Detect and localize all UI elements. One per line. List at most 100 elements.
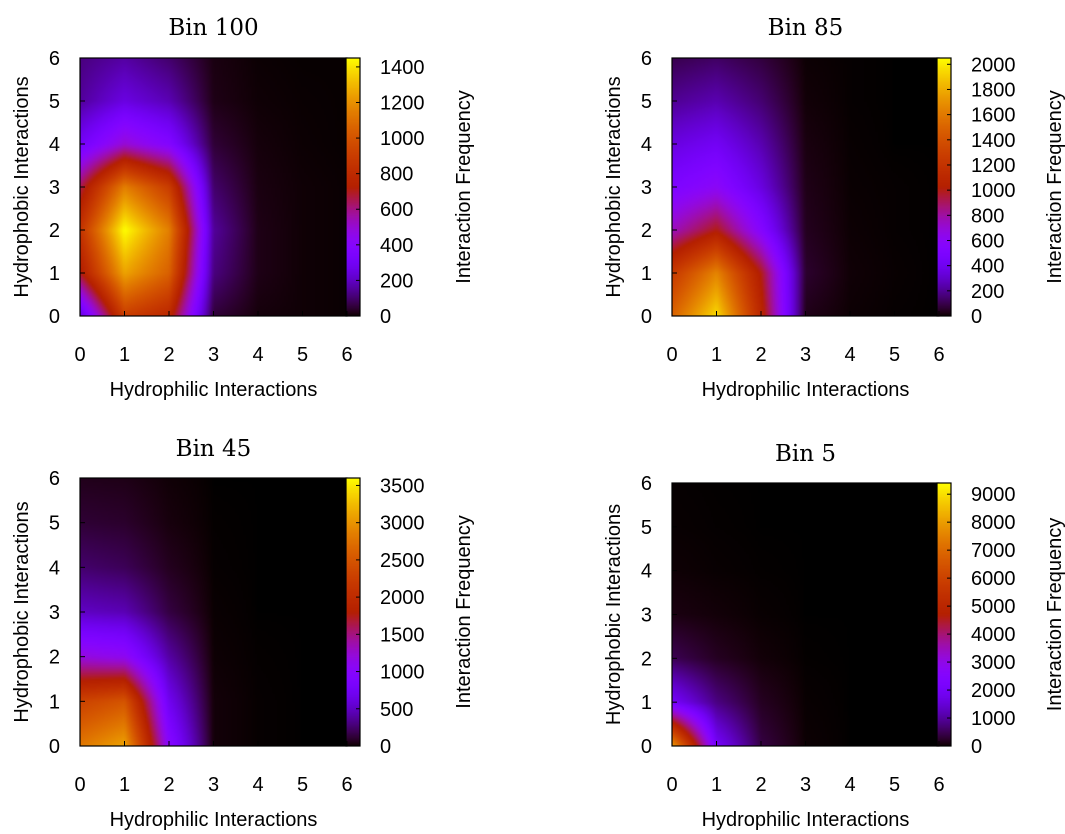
colorbar-tick-label: 4000 bbox=[971, 624, 1016, 646]
colorbar-tick-label: 2500 bbox=[380, 550, 425, 572]
colorbar bbox=[937, 483, 951, 746]
x-tick-label: 0 bbox=[666, 774, 677, 796]
colorbar-label: Interaction Frequency bbox=[453, 90, 475, 283]
x-tick-label: 6 bbox=[933, 344, 944, 366]
colorbar-tick-label: 9000 bbox=[971, 484, 1016, 506]
colorbar-tick-label: 0 bbox=[971, 306, 982, 328]
y-tick-label: 4 bbox=[641, 134, 652, 156]
y-tick-label: 4 bbox=[49, 134, 60, 156]
y-tick-label: 6 bbox=[641, 48, 652, 70]
y-tick-label: 5 bbox=[49, 91, 60, 113]
heatmap-image bbox=[80, 58, 347, 316]
colorbar bbox=[346, 58, 360, 316]
panel-title: Bin 85 bbox=[768, 15, 844, 41]
x-tick-label: 6 bbox=[933, 774, 944, 796]
y-tick-label: 2 bbox=[49, 220, 60, 242]
x-tick-label: 2 bbox=[755, 774, 766, 796]
colorbar-frame bbox=[936, 57, 952, 317]
colorbar bbox=[346, 478, 360, 746]
colorbar-tick-label: 400 bbox=[971, 256, 1004, 278]
x-tick-label: 6 bbox=[341, 774, 352, 796]
y-tick-label: 0 bbox=[641, 736, 652, 758]
colorbar-tick-label: 7000 bbox=[971, 540, 1016, 562]
colorbar-tick-label: 0 bbox=[380, 306, 391, 328]
y-tick-label: 1 bbox=[641, 692, 652, 714]
y-tick-label: 5 bbox=[641, 91, 652, 113]
y-axis-label: Hydrophobic Interactions bbox=[11, 76, 33, 297]
x-tick-label: 0 bbox=[666, 344, 677, 366]
y-tick-label: 5 bbox=[49, 513, 60, 535]
x-tick-label: 3 bbox=[800, 344, 811, 366]
colorbar-frame bbox=[936, 482, 952, 747]
colorbar-tick-label: 400 bbox=[380, 235, 413, 257]
colorbar-tick-label: 3500 bbox=[380, 475, 425, 497]
y-tick-label: 6 bbox=[49, 48, 60, 70]
y-tick-label: 2 bbox=[49, 647, 60, 669]
heatmap-image bbox=[672, 58, 939, 316]
y-tick-label: 1 bbox=[641, 263, 652, 285]
y-tick-label: 4 bbox=[641, 561, 652, 583]
x-tick-label: 2 bbox=[163, 344, 174, 366]
x-tick-label: 5 bbox=[889, 774, 900, 796]
x-tick-label: 4 bbox=[844, 344, 855, 366]
heatmap-panel-2: Bin 850200400600800100012001400160018002… bbox=[603, 15, 1065, 401]
x-tick-label: 0 bbox=[74, 344, 85, 366]
colorbar-tick-label: 0 bbox=[380, 736, 391, 758]
colorbar-frame bbox=[345, 477, 361, 747]
colorbar-tick-label: 1600 bbox=[971, 105, 1016, 127]
colorbar-tick-label: 1800 bbox=[971, 79, 1016, 101]
colorbar-tick-label: 1200 bbox=[380, 92, 425, 114]
colorbar-label: Interaction Frequency bbox=[1044, 518, 1065, 711]
colorbar-tick-label: 800 bbox=[380, 164, 413, 186]
x-tick-label: 1 bbox=[119, 344, 130, 366]
colorbar-tick-label: 800 bbox=[971, 205, 1004, 227]
y-axis-label: Hydrophobic Interactions bbox=[603, 504, 625, 725]
y-tick-label: 2 bbox=[641, 220, 652, 242]
y-tick-label: 0 bbox=[641, 306, 652, 328]
x-tick-label: 1 bbox=[711, 774, 722, 796]
y-tick-label: 3 bbox=[641, 605, 652, 627]
heatmap-panel-3: Bin 45 0 500 1000 1500 2000 2500 3000 3500 Intera… bbox=[11, 436, 475, 831]
x-axis-label: Hydrophilic Interactions bbox=[110, 809, 318, 831]
colorbar-tick-label: 3000 bbox=[380, 513, 425, 535]
y-tick-label: 3 bbox=[641, 177, 652, 199]
x-tick-label: 3 bbox=[208, 344, 219, 366]
y-tick-label: 3 bbox=[49, 602, 60, 624]
y-tick-label: 2 bbox=[641, 648, 652, 670]
y-tick-label: 4 bbox=[49, 557, 60, 579]
colorbar-tick-label: 1400 bbox=[380, 57, 425, 79]
colorbar-tick-label: 1400 bbox=[971, 130, 1016, 152]
colorbar-tick-label: 600 bbox=[971, 230, 1004, 252]
y-tick-label: 0 bbox=[49, 306, 60, 328]
y-tick-label: 6 bbox=[641, 473, 652, 495]
colorbar-tick-label: 2000 bbox=[971, 54, 1016, 76]
colorbar-tick-label: 0 bbox=[971, 736, 982, 758]
colorbar-frame bbox=[345, 57, 361, 317]
heatmap-image bbox=[672, 483, 939, 746]
colorbar-label: Interaction Frequency bbox=[453, 515, 475, 708]
y-tick-label: 0 bbox=[49, 736, 60, 758]
x-tick-label: 1 bbox=[119, 774, 130, 796]
colorbar bbox=[937, 58, 951, 316]
colorbar-tick-label: 1500 bbox=[380, 624, 425, 646]
colorbar-label: Interaction Frequency bbox=[1044, 90, 1065, 283]
panel-title: Bin 45 bbox=[176, 436, 252, 462]
colorbar-tick-label: 3000 bbox=[971, 652, 1016, 674]
x-tick-label: 4 bbox=[844, 774, 855, 796]
colorbar-tick-label: 1000 bbox=[971, 180, 1016, 202]
y-axis-label: Hydrophobic Interactions bbox=[603, 76, 625, 297]
colorbar-tick-label: 1200 bbox=[971, 155, 1016, 177]
colorbar-tick-label: 1000 bbox=[380, 662, 425, 684]
colorbar-tick-label: 2000 bbox=[971, 680, 1016, 702]
heatmap-panel-1: Bin 1000200400600800100012001400Interact… bbox=[11, 15, 475, 401]
colorbar-tick-label: 500 bbox=[380, 699, 413, 721]
x-tick-label: 6 bbox=[341, 344, 352, 366]
x-tick-label: 4 bbox=[252, 774, 263, 796]
heatmap-image bbox=[80, 478, 347, 746]
colorbar-tick-label: 2000 bbox=[380, 587, 425, 609]
colorbar-tick-label: 6000 bbox=[971, 568, 1016, 590]
x-tick-label: 3 bbox=[800, 774, 811, 796]
x-tick-label: 2 bbox=[755, 344, 766, 366]
colorbar-tick-label: 5000 bbox=[971, 596, 1016, 618]
x-tick-label: 1 bbox=[711, 344, 722, 366]
